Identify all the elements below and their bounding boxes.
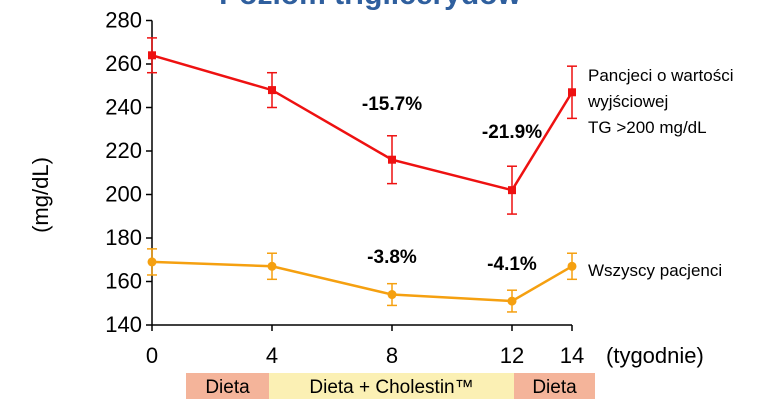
data-point xyxy=(147,257,157,267)
x-axis-label: (tygodnie) xyxy=(606,343,704,368)
y-tick-label: 180 xyxy=(105,225,142,250)
phase-label: Dieta xyxy=(205,377,250,398)
percent-change-label: -15.7% xyxy=(362,94,422,115)
legend-label: Pancjeci o wartości xyxy=(588,66,734,85)
axes: 140 160 180 200 220 240 260 280 0 4 8 12 14 xyxy=(105,8,584,369)
y-tick-label: 220 xyxy=(105,138,142,163)
data-point xyxy=(268,86,276,95)
percent-change-label: -21.9% xyxy=(482,122,542,143)
x-tick-label: 12 xyxy=(500,343,524,368)
plot-area: -15.7% -21.9% Pancjeci o wartości wyjściowe… xyxy=(147,37,734,313)
chart-title: Poziom triglicerydów xyxy=(219,0,521,11)
data-point xyxy=(568,88,576,97)
y-axis-label: (mg/dL) xyxy=(28,157,53,233)
percent-change-label: -3.8% xyxy=(367,247,417,268)
phase-segment xyxy=(269,373,514,399)
y-tick-label: 280 xyxy=(105,8,142,33)
phase-segment xyxy=(186,373,269,399)
x-tick-label: 14 xyxy=(560,343,584,368)
legend-label: TG >200 mg/dL xyxy=(588,118,707,137)
data-point xyxy=(267,261,277,271)
data-point xyxy=(148,51,156,60)
phase-bar: Dieta Dieta + Cholestin™ Dieta xyxy=(186,373,595,399)
y-tick-label: 260 xyxy=(105,51,142,76)
data-point xyxy=(387,290,397,300)
phase-label: Dieta + Cholestin™ xyxy=(309,377,473,398)
legend-label: Wszyscy pacjenci xyxy=(588,261,722,280)
y-tick-label: 140 xyxy=(105,312,142,337)
x-tick-label: 0 xyxy=(146,343,158,368)
x-tick-label: 8 xyxy=(386,343,398,368)
y-tick-label: 200 xyxy=(105,182,142,207)
data-point xyxy=(507,296,517,306)
percent-change-label: -4.1% xyxy=(487,254,537,275)
y-tick-label: 240 xyxy=(105,95,142,120)
phase-label: Dieta xyxy=(532,377,577,398)
legend-label: wyjściowej xyxy=(587,92,668,111)
data-point xyxy=(567,261,577,271)
x-tick-label: 4 xyxy=(266,343,278,368)
phase-segment xyxy=(514,373,595,399)
y-tick-label: 160 xyxy=(105,269,142,294)
data-point xyxy=(388,155,396,164)
data-point xyxy=(508,186,516,195)
